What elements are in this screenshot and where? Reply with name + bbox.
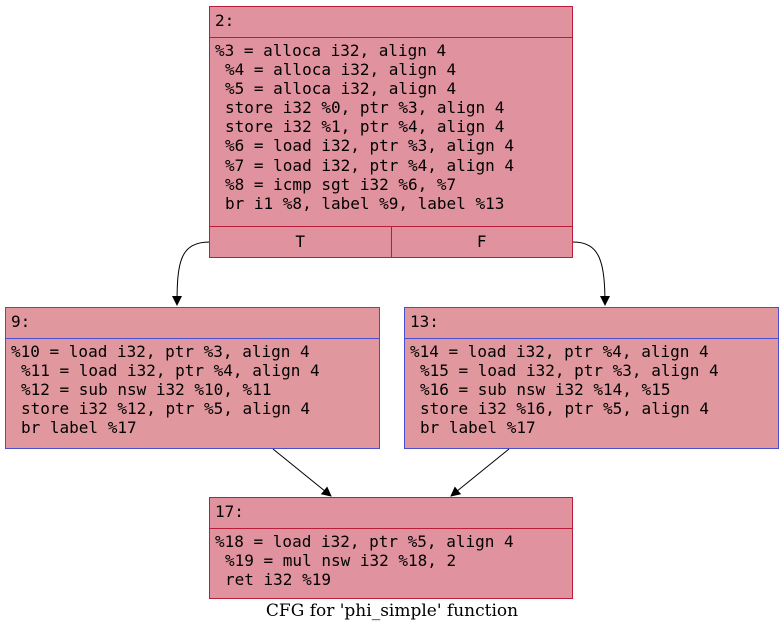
- code-line: br label %17: [21, 418, 137, 438]
- block-13-header: 13:: [405, 308, 778, 339]
- edge-2-false-to-13: [572, 241, 610, 306]
- block-13-body: %14 = load i32, ptr %4, align 4 %15 = lo…: [405, 339, 778, 437]
- code-line: store i32 %0, ptr %3, align 4: [225, 98, 505, 118]
- edge-13-to-17: [450, 448, 510, 497]
- block-17-body: %18 = load i32, ptr %5, align 4 %19 = mu…: [210, 529, 572, 589]
- code-line: %16 = sub nsw i32 %14, %15: [420, 380, 671, 400]
- code-line: %10 = load i32, ptr %3, align 4: [11, 342, 310, 361]
- block-2-header: 2:: [210, 7, 572, 38]
- branch-false-port: F: [390, 227, 573, 257]
- code-line: %12 = sub nsw i32 %10, %11: [21, 380, 272, 400]
- code-line: %6 = load i32, ptr %3, align 4: [225, 136, 514, 156]
- code-line: %19 = mul nsw i32 %18, 2: [225, 551, 457, 571]
- code-line: %5 = alloca i32, align 4: [225, 79, 457, 99]
- block-2-branches: T F: [210, 226, 572, 257]
- code-line: %15 = load i32, ptr %3, align 4: [420, 361, 719, 381]
- code-line: %18 = load i32, ptr %5, align 4: [215, 532, 514, 551]
- block-9: 9: %10 = load i32, ptr %3, align 4 %11 =…: [5, 307, 380, 449]
- code-line: store i32 %12, ptr %5, align 4: [21, 399, 310, 419]
- block-2-body: %3 = alloca i32, align 4 %4 = alloca i32…: [210, 38, 572, 213]
- edge-2-true-to-9: [172, 241, 211, 306]
- graph-caption: CFG for 'phi_simple' function: [265, 601, 519, 621]
- branch-true-port: T: [295, 232, 306, 251]
- code-line: %3 = alloca i32, align 4: [215, 41, 447, 60]
- code-line: %11 = load i32, ptr %4, align 4: [21, 361, 320, 381]
- code-line: br i1 %8, label %9, label %13: [225, 193, 505, 213]
- block-17-header: 17:: [210, 498, 572, 529]
- code-line: store i32 %1, ptr %4, align 4: [225, 117, 505, 137]
- block-9-body: %10 = load i32, ptr %3, align 4 %11 = lo…: [6, 339, 379, 437]
- code-line: %8 = icmp sgt i32 %6, %7: [225, 174, 457, 194]
- block-9-header: 9:: [6, 308, 379, 339]
- block-13: 13: %14 = load i32, ptr %4, align 4 %15 …: [404, 307, 779, 449]
- code-line: %14 = load i32, ptr %4, align 4: [410, 342, 709, 361]
- code-line: br label %17: [420, 418, 536, 438]
- edge-9-to-17: [272, 448, 332, 497]
- code-line: %4 = alloca i32, align 4: [225, 60, 457, 80]
- code-line: store i32 %16, ptr %5, align 4: [420, 399, 709, 419]
- block-17: 17: %18 = load i32, ptr %5, align 4 %19 …: [209, 497, 573, 599]
- block-2: 2: %3 = alloca i32, align 4 %4 = alloca …: [209, 6, 573, 258]
- code-line: ret i32 %19: [225, 570, 331, 590]
- code-line: %7 = load i32, ptr %4, align 4: [225, 155, 514, 175]
